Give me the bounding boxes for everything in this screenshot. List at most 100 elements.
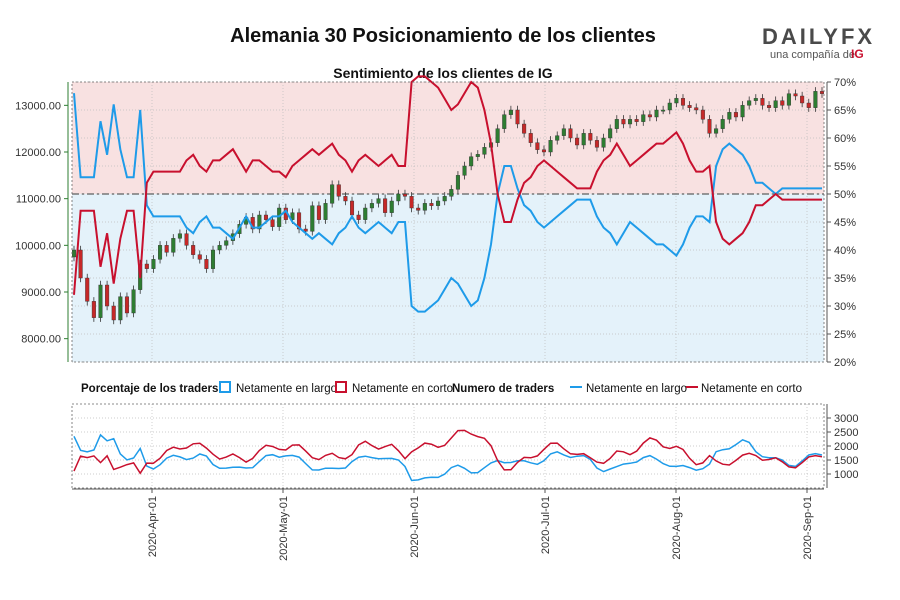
date-axis: 2020-Apr-01 2020-May-01 2020-Jun-01 2020-Ju… [72,488,824,561]
candle-body [581,133,586,146]
date-tick-label: 2020-Sep-01 [802,496,814,560]
candle-body [469,156,474,167]
candle-body [184,233,189,246]
candle-body [475,154,480,157]
candle-body [336,184,341,197]
price-tick-label: 13000.00 [15,100,61,112]
candle-body [85,277,90,302]
candle-body [416,207,421,211]
candle-body [575,137,580,146]
candle-body [813,91,818,108]
candle-body [270,219,275,227]
date-tick-label: 2020-May-01 [278,496,290,561]
candle-body [661,109,666,112]
chart-title: Alemania 30 Posicionamiento de los clien… [230,25,656,47]
percent-tick-label: 20% [834,357,856,369]
top-frame [71,81,825,363]
candle-body [151,259,156,269]
candle-body [78,249,83,279]
candle-body [568,128,573,139]
percent-tick-label: 35% [834,273,856,285]
percent-axis: 20% 25% 30% 35% 40% 45% 50% 55% 60% 65% 70% [826,77,856,369]
candle-body [773,100,778,108]
date-tick-label: 2020-Apr-01 [147,496,159,557]
traders-tick-label: 1000 [834,469,858,481]
net-long-background [72,194,824,362]
candle-body [714,128,719,134]
candle-body [641,114,646,122]
legend: Porcentaje de los traders Netamente en l… [81,381,802,395]
percent-tick-label: 70% [834,77,856,89]
candle-body [191,245,196,255]
candle-body [91,301,96,318]
candle-body [793,93,798,97]
candle-body [502,114,507,129]
candle-body [608,128,613,139]
candle-body [667,102,672,111]
percent-tick-label: 60% [834,133,856,145]
candle-body [124,296,129,314]
legend-short-label: Netamente en corto [352,383,453,395]
candle-body [720,119,725,129]
logo-ig: IG [851,47,864,61]
candle-body [429,203,434,206]
candle-body [819,91,825,94]
price-tick-label: 12000.00 [15,147,61,159]
percent-tick-label: 55% [834,161,856,173]
candle-body [654,109,659,118]
candle-body [747,100,752,106]
top-chart-subtitle: Sentimiento de los clientes de IG [333,65,552,81]
candle-body [555,135,560,141]
traders-tick-label: 2500 [834,427,858,439]
candle-body [210,249,216,269]
candle-body [376,198,381,204]
candle-body [594,140,599,148]
traders-long-line [73,433,823,482]
candle-body [303,228,308,232]
candle-body [727,112,732,120]
candle-body [687,105,692,108]
sentiment-panel: 8000.00 9000.00 10000.00 11000.00 12000.00 13… [15,75,856,369]
candle-body [224,240,229,246]
date-tick-label: 2020-Aug-01 [671,496,683,560]
candle-body [800,95,805,104]
legend-short-box-icon [335,381,347,393]
candle-body [753,98,758,101]
date-tick-label: 2020-Jun-01 [409,496,421,558]
candle-body [316,205,321,220]
candle-body [71,249,77,258]
candle-body [389,200,394,213]
candle-body [541,149,546,153]
net-short-sentiment-line [73,75,822,295]
candle-body [263,214,268,220]
candle-body [330,184,335,204]
percent-tick-label: 25% [834,329,856,341]
net-long-sentiment-line [73,93,822,313]
candle-body [680,98,686,106]
candle-body [588,133,593,141]
candle-body [601,137,606,148]
candle-body [694,107,699,111]
candle-body [356,214,361,220]
candle-body [442,196,447,202]
candle-body [674,98,679,104]
bottom-grid [72,404,824,488]
traders-short-line [73,429,823,475]
candle-body [522,123,527,134]
candle-body [700,109,705,120]
candle-body [363,207,368,220]
candle-body [495,128,500,143]
candle-body [780,100,785,106]
candle-body [396,193,401,202]
candle-body [98,284,103,318]
candle-body [535,142,540,150]
candle-body [422,203,427,211]
price-candles [71,87,825,325]
price-tick-label: 10000.00 [15,240,61,252]
price-tick-label: 8000.00 [21,334,61,346]
legend-long-box-icon [219,381,231,393]
candle-body [614,119,619,129]
candle-body [105,284,110,307]
date-tick-label: 2020-Jul-01 [540,496,552,554]
candle-body [462,165,467,176]
